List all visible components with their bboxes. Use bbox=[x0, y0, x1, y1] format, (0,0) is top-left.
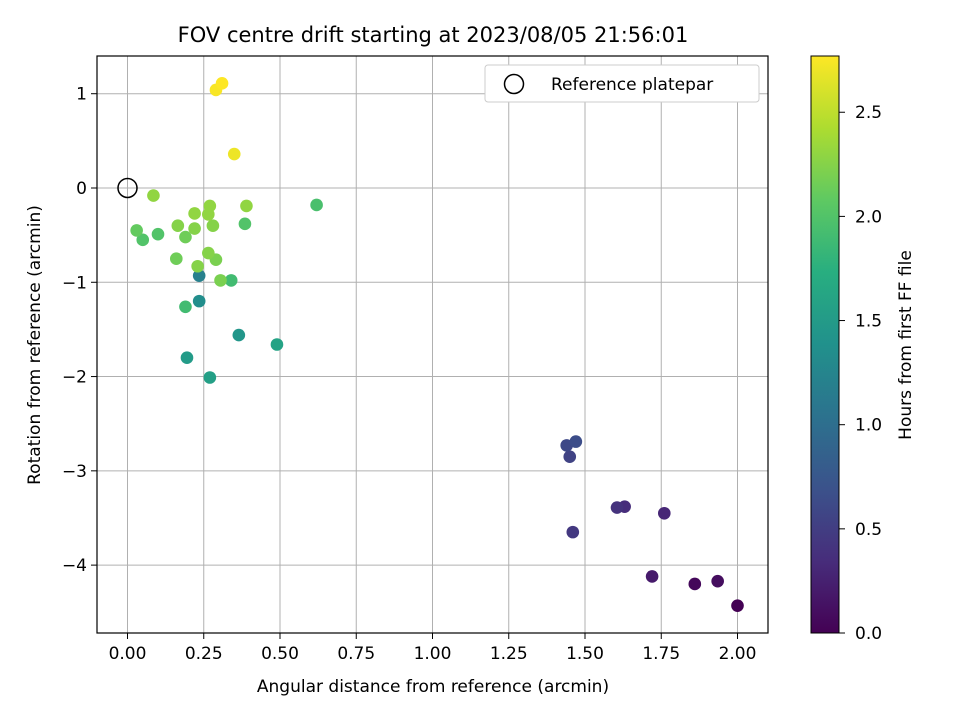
data-point bbox=[310, 198, 323, 212]
x-tick-label: 0.25 bbox=[185, 644, 223, 664]
colorbar-tick-label: 1.0 bbox=[855, 416, 882, 436]
data-point bbox=[658, 506, 671, 520]
data-point bbox=[215, 77, 229, 90]
colorbar: 0.0 0.5 1.0 1.5 2.0 2.5 Hours from first FF f… bbox=[810, 55, 916, 644]
data-point bbox=[645, 570, 659, 583]
colorbar-ticks: 0.0 0.5 1.0 1.5 2.0 2.5 bbox=[839, 103, 882, 644]
data-point bbox=[170, 252, 183, 266]
colorbar-tick-label: 0.0 bbox=[855, 624, 882, 644]
y-axis-ticks: 1 0 −1 −2 −3 −4 bbox=[62, 85, 97, 576]
data-point bbox=[224, 274, 238, 287]
data-point bbox=[203, 371, 217, 384]
chart-title: FOV centre drift starting at 2023/08/05 … bbox=[178, 23, 689, 47]
data-point bbox=[270, 338, 284, 351]
colorbar-gradient bbox=[810, 55, 840, 634]
data-point bbox=[171, 219, 185, 233]
colorbar-tick-label: 2.0 bbox=[855, 207, 882, 227]
y-tick-label: −3 bbox=[62, 462, 87, 482]
data-point bbox=[147, 189, 160, 202]
data-point bbox=[188, 222, 201, 235]
legend: Reference platepar bbox=[484, 64, 760, 103]
data-point bbox=[179, 300, 192, 314]
data-point bbox=[240, 199, 253, 213]
data-point bbox=[214, 274, 227, 287]
colorbar-tick-label: 2.5 bbox=[855, 103, 882, 123]
data-point bbox=[192, 294, 206, 308]
reference-platepar-marker bbox=[117, 177, 138, 199]
data-point bbox=[569, 435, 583, 448]
grid-lines bbox=[97, 56, 768, 633]
x-tick-label: 0.50 bbox=[261, 644, 299, 664]
legend-box bbox=[484, 64, 760, 103]
y-axis-label: Rotation from reference (arcmin) bbox=[25, 205, 45, 485]
data-point bbox=[563, 450, 577, 463]
data-point bbox=[180, 351, 194, 364]
y-tick-label: 0 bbox=[76, 179, 87, 199]
legend-marker bbox=[503, 73, 525, 95]
data-point bbox=[711, 574, 724, 588]
data-point bbox=[136, 233, 150, 247]
x-axis-ticks: 0.00 0.25 0.50 0.75 1.00 1.25 1.50 1.75 2.00 bbox=[109, 633, 757, 664]
legend-label: Reference platepar bbox=[551, 75, 713, 95]
x-tick-label: 1.00 bbox=[414, 644, 452, 664]
y-tick-label: 1 bbox=[76, 85, 87, 105]
data-point bbox=[192, 269, 206, 282]
y-tick-label: −1 bbox=[62, 273, 87, 293]
colorbar-tick-label: 1.5 bbox=[855, 312, 882, 332]
data-point bbox=[688, 577, 702, 591]
x-tick-label: 1.50 bbox=[566, 644, 604, 664]
data-point bbox=[188, 207, 201, 220]
data-point bbox=[179, 230, 192, 244]
x-tick-label: 2.00 bbox=[719, 644, 757, 664]
data-point bbox=[206, 219, 220, 233]
data-point bbox=[566, 525, 580, 539]
x-tick-label: 0.00 bbox=[109, 644, 147, 664]
x-tick-label: 1.75 bbox=[642, 644, 680, 664]
colorbar-label: Hours from first FF file bbox=[896, 250, 916, 440]
data-point bbox=[731, 599, 744, 612]
colorbar-tick-label: 0.5 bbox=[855, 520, 882, 540]
data-point bbox=[203, 199, 217, 213]
data-point bbox=[191, 259, 204, 273]
x-axis-label: Angular distance from reference (arcmin) bbox=[257, 677, 609, 697]
data-points bbox=[130, 77, 744, 612]
data-point bbox=[610, 501, 624, 514]
x-tick-label: 1.25 bbox=[490, 644, 528, 664]
data-point bbox=[151, 227, 165, 241]
data-point bbox=[202, 246, 215, 260]
x-tick-label: 0.75 bbox=[337, 644, 375, 664]
data-point bbox=[232, 328, 246, 342]
data-point bbox=[227, 147, 241, 161]
data-point bbox=[238, 217, 252, 231]
data-point bbox=[130, 224, 143, 237]
y-tick-label: −4 bbox=[62, 556, 87, 576]
y-tick-label: −2 bbox=[62, 368, 87, 388]
